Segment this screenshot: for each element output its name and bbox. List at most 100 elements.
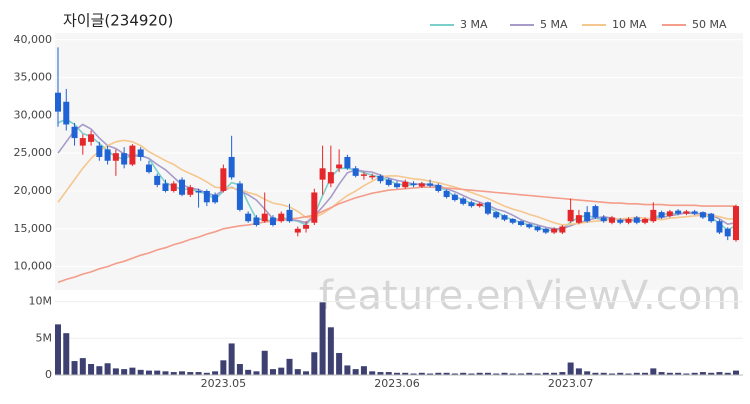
y-tick-label: 10,000 xyxy=(14,260,53,273)
volume-bar xyxy=(269,369,276,375)
legend-label: 50 MA xyxy=(692,18,727,31)
y-tick-label: 10M xyxy=(29,295,53,308)
volume-bar xyxy=(468,373,475,375)
candle-body xyxy=(96,145,103,157)
candle-body xyxy=(658,212,665,218)
volume-bar xyxy=(385,372,392,375)
candle-body xyxy=(245,213,252,222)
volume-bar xyxy=(551,372,558,375)
price-plot-bg xyxy=(55,33,743,290)
legend-label: 10 MA xyxy=(612,18,647,31)
volume-bar xyxy=(203,372,210,375)
candle-body xyxy=(162,183,169,191)
volume-bar xyxy=(460,372,467,375)
candle-body xyxy=(493,212,500,218)
candle-body xyxy=(55,92,61,112)
candle-body xyxy=(592,206,599,218)
candle-body xyxy=(642,218,649,223)
candle-body xyxy=(675,210,682,214)
volume-bar xyxy=(96,366,103,375)
candle-body xyxy=(303,224,310,229)
volume-bar xyxy=(369,371,376,375)
candle-body xyxy=(236,183,243,210)
y-tick-label: 30,000 xyxy=(14,108,53,121)
volume-bar xyxy=(303,371,310,375)
candle-body xyxy=(733,206,739,241)
candle-body xyxy=(71,126,78,139)
candle-body xyxy=(294,228,301,233)
volume-bar xyxy=(567,362,574,375)
volume-bar xyxy=(435,372,442,375)
candle-body xyxy=(443,190,450,198)
volume-bar xyxy=(410,373,417,375)
volume-bar xyxy=(592,372,599,375)
candle-body xyxy=(484,202,491,214)
volume-bar xyxy=(484,372,491,375)
candle-body xyxy=(253,217,260,225)
candle-body xyxy=(666,211,673,216)
volume-bar xyxy=(294,369,301,375)
volume-bar xyxy=(633,372,640,375)
volume-bar xyxy=(278,367,285,375)
volume-bar xyxy=(509,373,516,375)
volume-bar xyxy=(534,373,541,375)
volume-bar xyxy=(195,372,202,375)
candle-body xyxy=(145,164,152,173)
volume-bar xyxy=(154,370,161,375)
volume-bar xyxy=(683,373,690,375)
candle-body xyxy=(104,149,111,161)
candle-body xyxy=(170,183,177,191)
candle-body xyxy=(518,221,525,225)
volume-bar xyxy=(129,367,136,375)
volume-bar xyxy=(642,372,649,375)
candle-body xyxy=(608,217,615,223)
candle-body xyxy=(79,138,86,146)
candle-body xyxy=(311,192,318,223)
volume-bar xyxy=(518,373,525,375)
candle-body xyxy=(203,190,210,203)
candle-body xyxy=(600,217,607,222)
volume-bar xyxy=(493,373,500,375)
volume-bar xyxy=(733,370,739,375)
candle-body xyxy=(179,179,186,195)
candle-body xyxy=(435,184,442,191)
volume-bar xyxy=(427,373,434,375)
candle-body xyxy=(220,168,227,191)
candle-body xyxy=(427,183,434,186)
volume-bar xyxy=(261,350,268,375)
candle-body xyxy=(286,209,293,222)
candle-body xyxy=(212,194,219,203)
volume-bar xyxy=(79,358,86,375)
candle-body xyxy=(344,156,351,169)
candle-body xyxy=(278,213,285,222)
candle-body xyxy=(369,175,376,178)
volume-bar xyxy=(360,366,367,375)
volume-bar xyxy=(691,372,698,375)
volume-bar xyxy=(352,369,359,375)
volume-bar xyxy=(63,333,70,375)
y-tick-label: 15,000 xyxy=(14,222,53,235)
candle-body xyxy=(385,179,392,185)
candle-body xyxy=(112,153,119,161)
volume-bar xyxy=(658,372,665,375)
legend-label: 3 MA xyxy=(460,18,488,31)
volume-bar xyxy=(121,369,128,375)
volume-bar xyxy=(319,302,326,375)
candle-body xyxy=(716,221,723,233)
candle-body xyxy=(633,217,640,223)
volume-bar xyxy=(666,372,673,375)
candle-body xyxy=(418,183,425,187)
volume-bar xyxy=(286,358,293,375)
volume-bar xyxy=(336,352,343,375)
y-tick-label: 25,000 xyxy=(14,146,53,159)
volume-bar xyxy=(716,372,723,375)
candle-body xyxy=(269,217,276,225)
x-tick-label: 2023.07 xyxy=(548,377,594,390)
y-tick-label: 40,000 xyxy=(14,33,53,46)
candle-body xyxy=(137,149,144,157)
ma-line xyxy=(57,123,737,230)
candle-body xyxy=(352,168,359,176)
volume-bar xyxy=(675,372,682,375)
candle-body xyxy=(699,212,706,218)
x-tick-label: 2023.06 xyxy=(374,377,420,390)
